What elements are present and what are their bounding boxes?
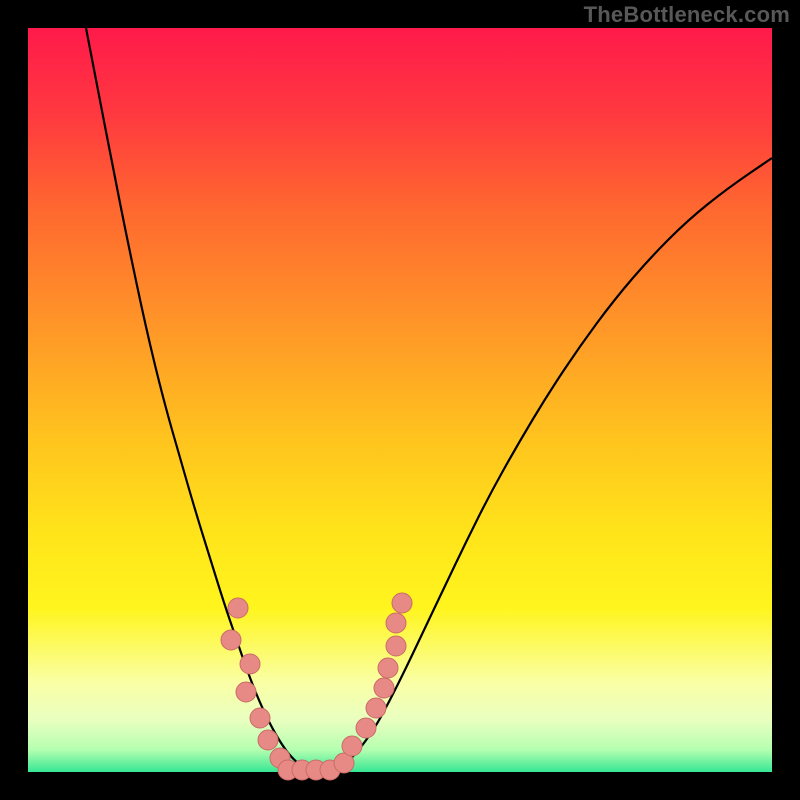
data-marker — [236, 682, 256, 702]
data-marker — [386, 636, 406, 656]
data-marker — [386, 613, 406, 633]
data-marker — [392, 593, 412, 613]
data-marker — [378, 658, 398, 678]
data-marker — [366, 698, 386, 718]
data-marker — [250, 708, 270, 728]
watermark-text: TheBottleneck.com — [584, 2, 790, 28]
chart-frame: TheBottleneck.com — [0, 0, 800, 800]
data-marker — [240, 654, 260, 674]
data-marker — [342, 736, 362, 756]
data-marker — [258, 730, 278, 750]
plot-area — [28, 28, 772, 772]
data-marker — [356, 718, 376, 738]
curve-layer — [28, 28, 772, 772]
data-marker — [374, 678, 394, 698]
bottleneck-curve — [86, 28, 772, 772]
data-marker — [221, 630, 241, 650]
data-markers — [221, 593, 412, 780]
data-marker — [228, 598, 248, 618]
